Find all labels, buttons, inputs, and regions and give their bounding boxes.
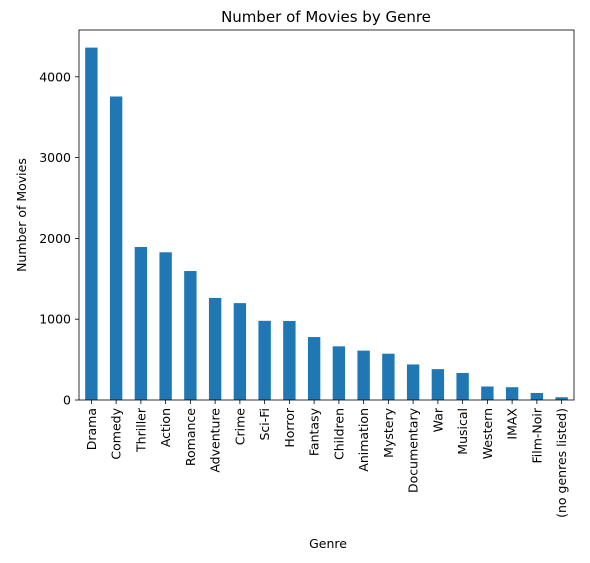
x-axis: Drama Comedy Thriller Action Romance Adventur… bbox=[84, 400, 569, 518]
bar bbox=[481, 386, 494, 400]
x-tick-label: Thriller bbox=[133, 407, 148, 453]
bar bbox=[307, 337, 321, 400]
bar bbox=[406, 364, 420, 400]
bar bbox=[85, 47, 98, 401]
y-tick-label: 3000 bbox=[39, 150, 71, 165]
bar bbox=[332, 346, 346, 400]
y-tick-label: 2000 bbox=[39, 231, 71, 246]
bar bbox=[357, 350, 370, 400]
x-tick-label: Sci-Fi bbox=[257, 408, 272, 441]
x-tick-label: Horror bbox=[282, 407, 297, 447]
x-tick-label: Western bbox=[480, 408, 495, 459]
y-tick-label: 1000 bbox=[39, 312, 71, 327]
x-tick-label: Documentary bbox=[406, 407, 421, 493]
bar bbox=[258, 320, 271, 400]
plot-frame bbox=[78, 29, 575, 401]
bar bbox=[456, 373, 469, 400]
bar bbox=[159, 252, 172, 400]
x-tick-label: Comedy bbox=[109, 407, 124, 459]
bar bbox=[184, 271, 197, 400]
bar bbox=[233, 303, 247, 400]
x-tick-label: Children bbox=[331, 408, 346, 460]
x-tick-label: Crime bbox=[232, 408, 247, 446]
y-tick-label: 4000 bbox=[39, 69, 71, 84]
x-tick-label: Fantasy bbox=[307, 407, 322, 456]
bar bbox=[530, 392, 544, 400]
bar bbox=[134, 246, 148, 400]
x-tick-label: Musical bbox=[455, 408, 470, 455]
x-tick-label: Film-Noir bbox=[529, 407, 544, 463]
bar bbox=[431, 369, 445, 400]
x-axis-label: Genre bbox=[309, 536, 347, 551]
x-tick-label: Mystery bbox=[381, 407, 396, 457]
bar bbox=[555, 397, 568, 400]
bar bbox=[208, 297, 222, 400]
y-axis-label: Number of Movies bbox=[14, 158, 29, 272]
chart-title: Number of Movies by Genre bbox=[221, 8, 431, 26]
x-tick-label: Animation bbox=[356, 408, 371, 472]
bar bbox=[382, 353, 395, 400]
bars-layer bbox=[85, 47, 568, 401]
x-tick-label: Romance bbox=[183, 408, 198, 466]
bar bbox=[505, 387, 519, 400]
bar bbox=[109, 96, 123, 400]
x-tick-label: IMAX bbox=[505, 408, 520, 440]
x-tick-label: War bbox=[430, 407, 445, 432]
x-tick-label: (no genres listed) bbox=[554, 408, 569, 518]
x-tick-label: Adventure bbox=[208, 408, 223, 473]
x-tick-label: Action bbox=[158, 408, 173, 447]
x-tick-label: Drama bbox=[84, 408, 99, 450]
bar bbox=[283, 320, 296, 400]
y-tick-label: 0 bbox=[63, 393, 71, 408]
y-axis: 0 1000 2000 3000 4000 bbox=[39, 69, 79, 408]
